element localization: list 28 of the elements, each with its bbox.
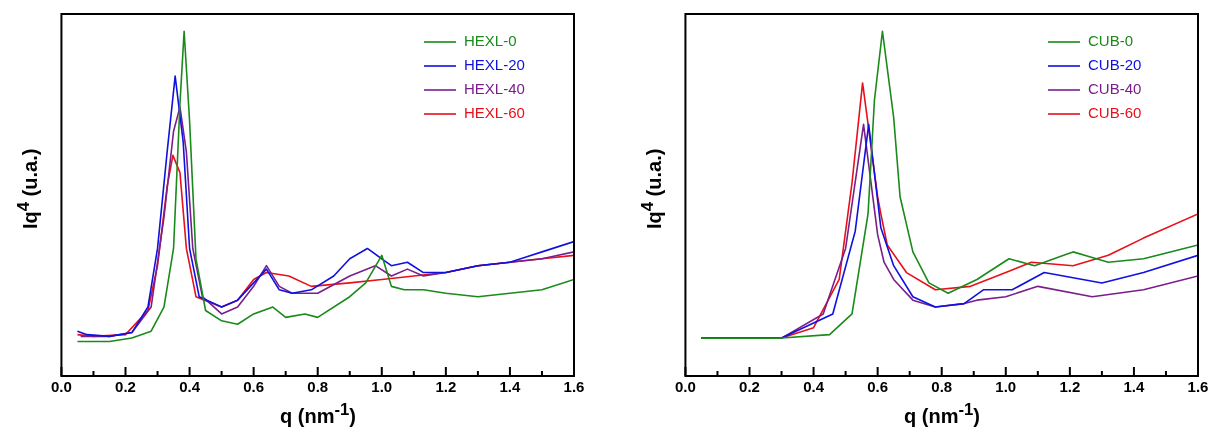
x-tick-label: 1.2: [435, 378, 457, 396]
x-tick-label: 1.6: [563, 378, 585, 396]
legend-label: CUB-0: [1088, 32, 1134, 50]
x-tick-label: 0.0: [675, 378, 696, 396]
x-tick-label: 0.2: [739, 378, 760, 396]
legend-label: CUB-60: [1088, 104, 1142, 122]
x-tick-label: 0.8: [307, 378, 329, 396]
x-axis-title: q (nm$^{-1}$): [903, 400, 981, 428]
legend-label: CUB-20: [1088, 56, 1142, 74]
x-tick-label: 0.6: [243, 378, 265, 396]
x-axis-title: q (nm$^{-1}$): [279, 400, 357, 428]
x-tick-label: 0.0: [51, 378, 72, 396]
x-tick-label: 0.8: [931, 378, 953, 396]
x-tick-label: 0.4: [803, 378, 825, 396]
x-tick-label: 1.0: [371, 378, 393, 396]
legend-label: HEXL-60: [464, 104, 525, 122]
x-tick-label: 1.6: [1187, 378, 1209, 396]
x-tick-label: 1.4: [499, 378, 522, 396]
legend-label: HEXL-0: [464, 32, 517, 50]
x-tick-label: 0.6: [867, 378, 889, 396]
x-tick-label: 1.4: [1123, 378, 1146, 396]
x-tick-label: 0.2: [115, 378, 136, 396]
x-tick-label: 0.4: [179, 378, 201, 396]
legend-label: CUB-40: [1088, 80, 1142, 98]
legend-label: HEXL-40: [464, 80, 525, 98]
legend-label: HEXL-20: [464, 56, 525, 74]
x-tick-label: 1.0: [995, 378, 1017, 396]
x-tick-label: 1.2: [1059, 378, 1081, 396]
